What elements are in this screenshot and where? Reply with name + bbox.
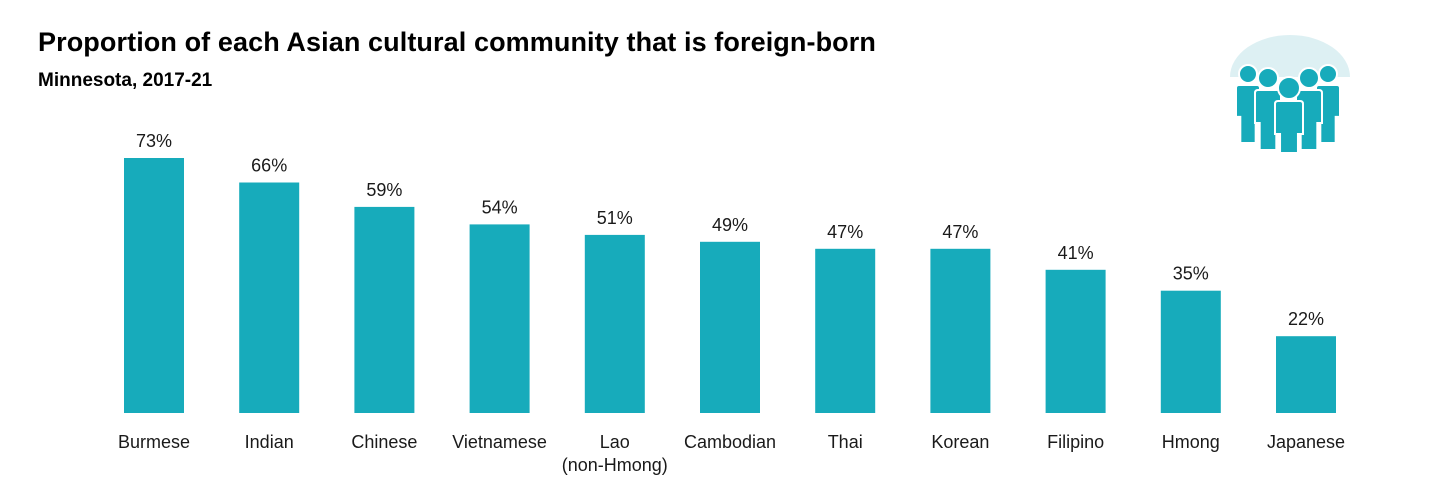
value-label: 47%: [942, 222, 978, 242]
bar-hmong: [1160, 290, 1221, 413]
value-labels-layer: 73% 66% 59% 54% 51% 49% 47% 47% 41% 35% 22%: [136, 131, 1324, 329]
bar-cambodian: [700, 241, 760, 413]
value-label: 54%: [482, 197, 518, 217]
category-label: Thai: [828, 432, 863, 452]
category-label: Cambodian: [684, 432, 776, 452]
category-label: Korean: [931, 432, 989, 452]
bar-japanese: [1276, 336, 1336, 413]
category-label: Japanese: [1267, 432, 1345, 452]
category-label: Hmong: [1162, 432, 1220, 452]
value-label: 41%: [1058, 243, 1094, 263]
bar-chinese: [354, 206, 415, 413]
people-figures: [1235, 64, 1341, 152]
category-label: Lao (non-Hmong): [562, 432, 668, 475]
bar-indian: [239, 182, 300, 413]
bar-lao: [584, 234, 645, 413]
category-label: Burmese: [118, 432, 190, 452]
value-label: 66%: [251, 156, 287, 176]
category-label: Chinese: [351, 432, 417, 452]
value-label: 22%: [1288, 309, 1324, 329]
value-label: 47%: [827, 222, 863, 242]
bar-vietnamese: [469, 224, 530, 413]
value-label: 51%: [597, 208, 633, 228]
value-label: 73%: [136, 131, 172, 151]
chart-subtitle: Minnesota, 2017-21: [38, 70, 213, 91]
value-label: 49%: [712, 215, 748, 235]
value-label: 59%: [366, 180, 402, 200]
person-front-center: [1274, 76, 1304, 152]
category-label: Filipino: [1047, 432, 1104, 452]
bar-korean: [930, 248, 991, 413]
people-group-icon: [1230, 35, 1350, 152]
bar-filipino: [1045, 269, 1106, 413]
bar-thai: [815, 248, 876, 413]
chart-title: Proportion of each Asian cultural commun…: [38, 27, 876, 57]
value-label: 35%: [1173, 264, 1209, 284]
category-label: Indian: [245, 432, 294, 452]
icon-background-circle: [1230, 35, 1350, 77]
category-label: Vietnamese: [452, 432, 547, 452]
category-labels-layer: Burmese Indian Chinese Vietnamese Lao (non-Hm…: [118, 432, 1345, 475]
bars-layer: [124, 158, 1336, 413]
bar-burmese: [124, 158, 184, 413]
